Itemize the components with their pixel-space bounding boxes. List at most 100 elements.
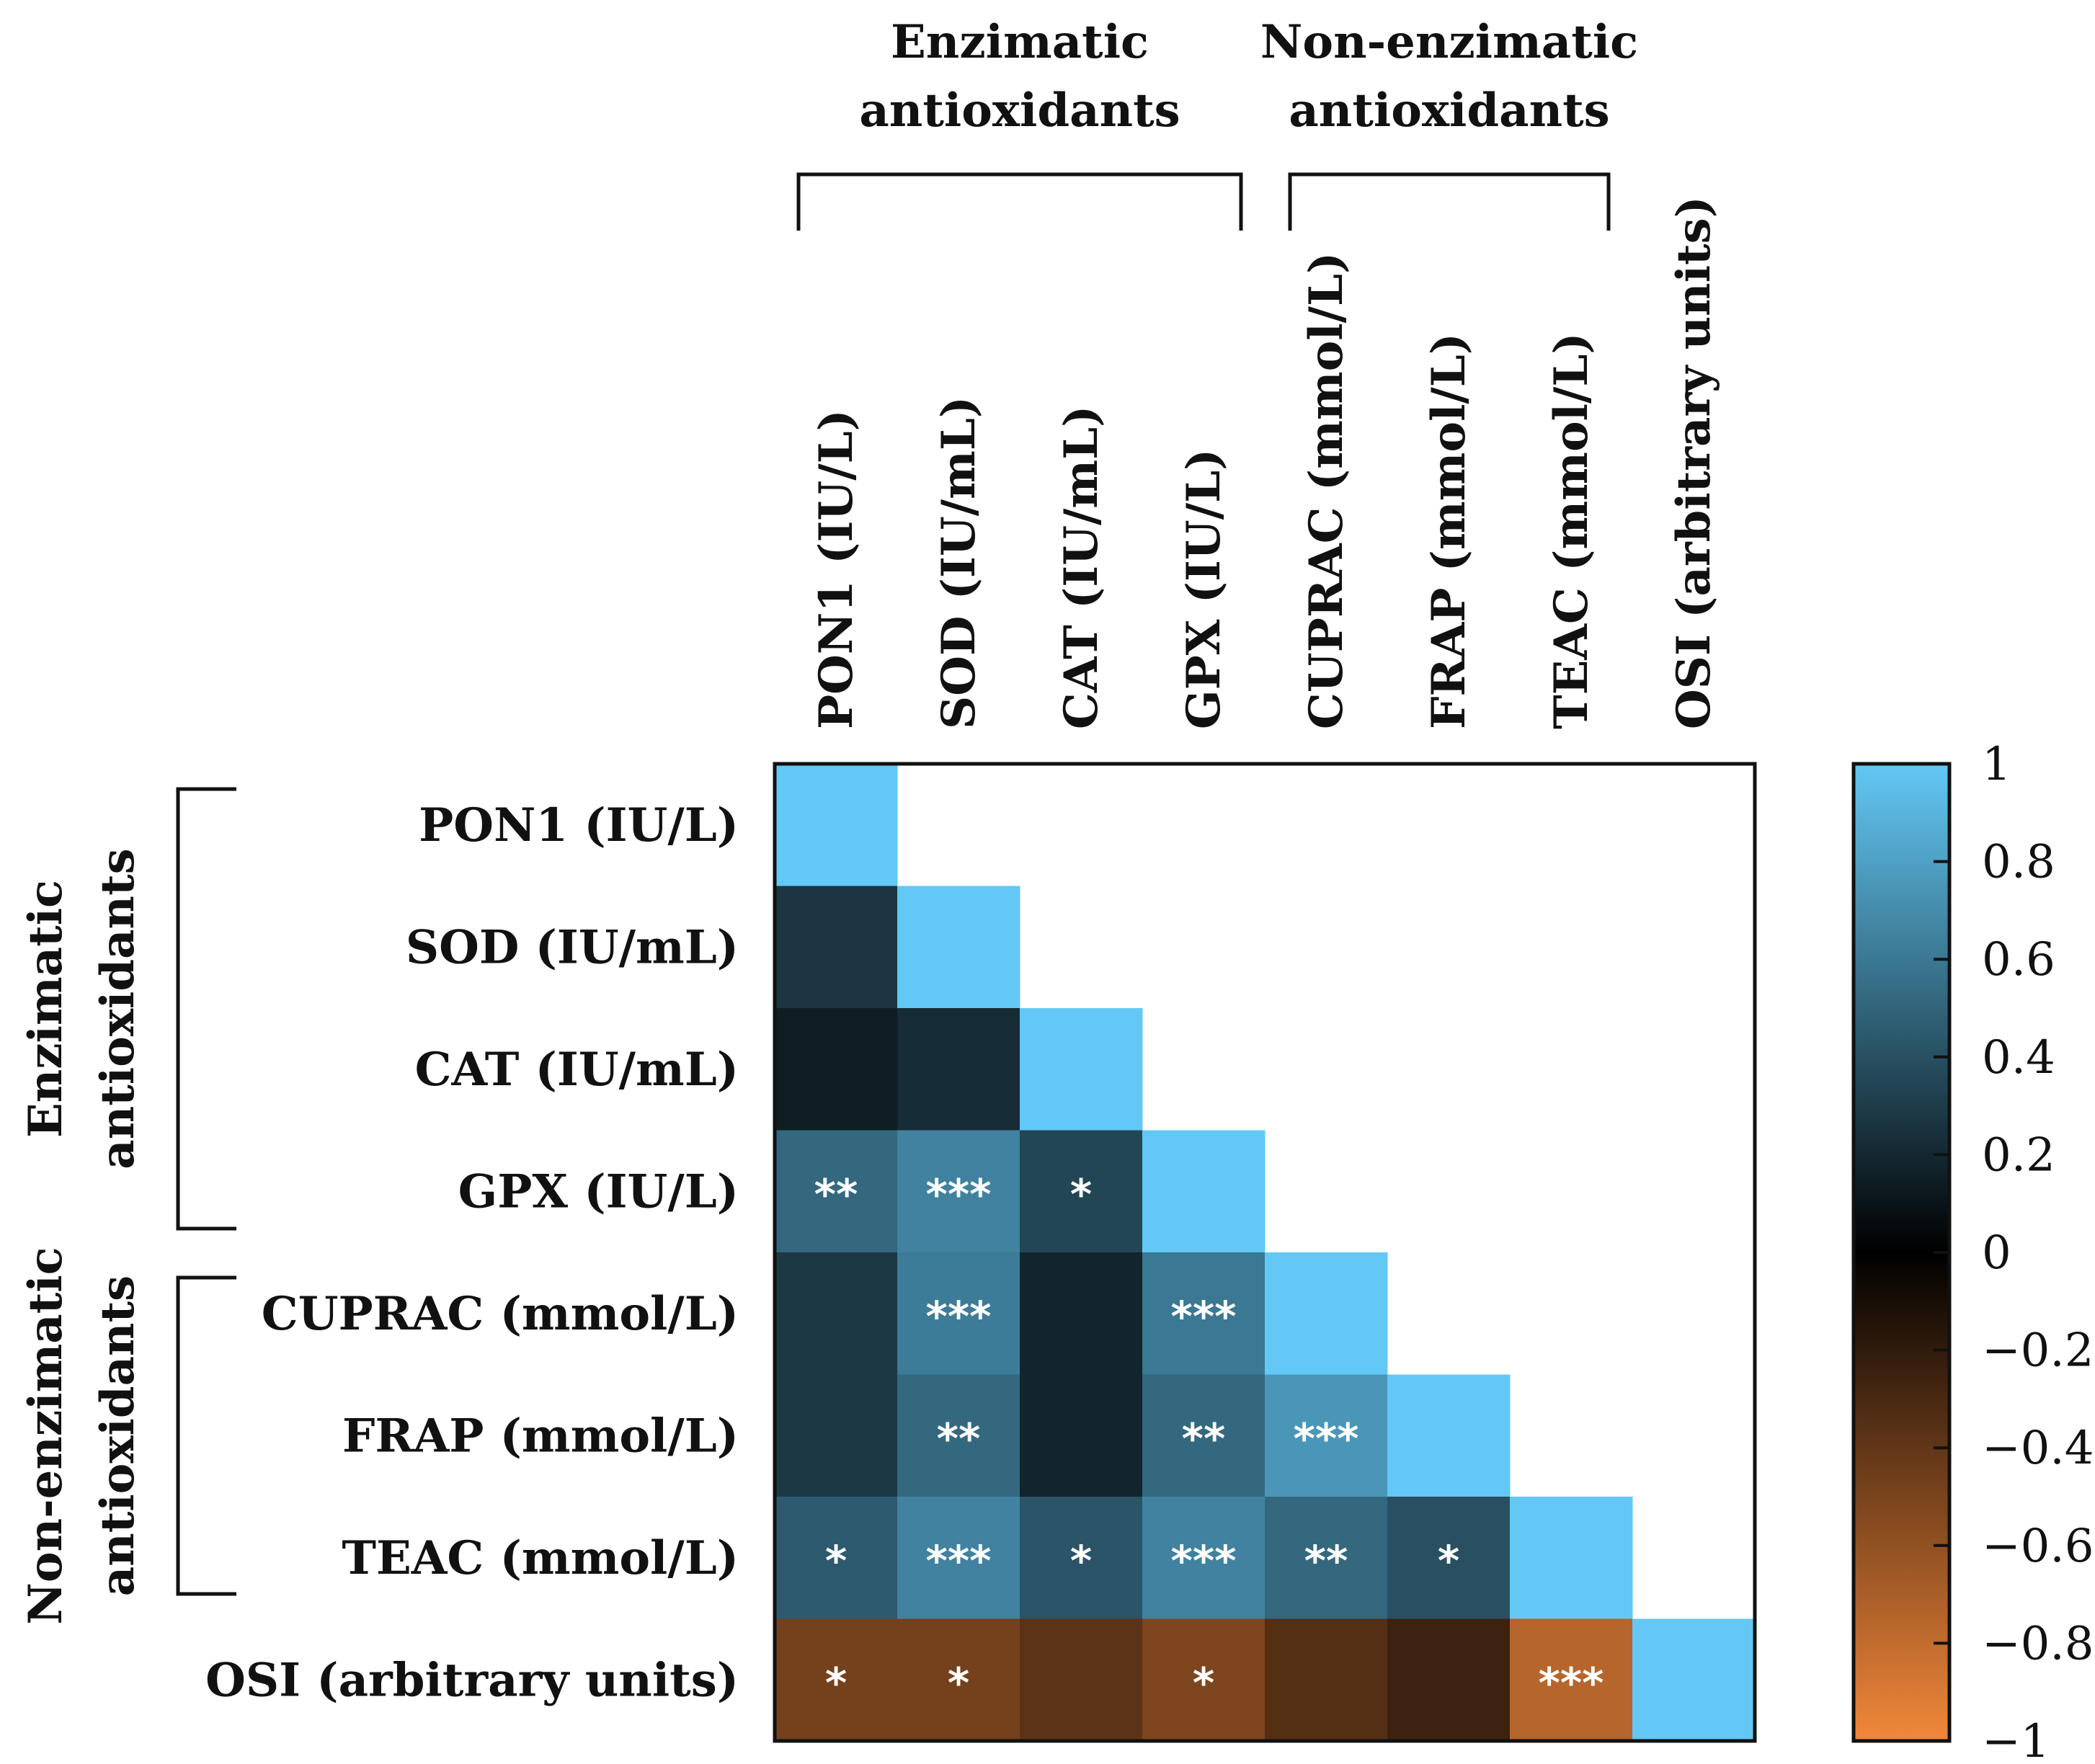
group-brackets: Enzimatic antioxidants Enzimatic antioxidan…	[19, 15, 1638, 1625]
row-label: OSI (arbitrary units)	[205, 1653, 739, 1707]
top-group-bracket	[1288, 172, 1611, 231]
left-group-label-line2: antioxidants	[91, 1275, 145, 1596]
colorbar: 1 0.8 0.6 0.4 0.2 0 −0.2 −0.4 −0.6 −0.8 −1	[1851, 738, 2094, 1764]
row-label: PON1 (IU/L)	[419, 798, 739, 852]
heatmap-cells	[775, 764, 1756, 1742]
heatmap-cell-6-3	[1142, 1497, 1266, 1619]
heatmap-cell-6-2	[1020, 1497, 1143, 1619]
colorbar-tick-label: −0.4	[1982, 1422, 2094, 1475]
significance-mark-7-1: *	[948, 1658, 969, 1707]
significance-mark-6-1: ***	[926, 1536, 992, 1585]
significance-mark-6-2: *	[1070, 1536, 1092, 1585]
colorbar-tick-label: −0.8	[1982, 1617, 2094, 1670]
heatmap-cell-0-0	[775, 764, 898, 886]
heatmap-cell-5-3	[1142, 1374, 1266, 1497]
colorbar-tick-label: −0.2	[1982, 1324, 2094, 1378]
significance-mark-3-2: *	[1070, 1170, 1092, 1219]
heatmap-cell-3-3	[1142, 1130, 1266, 1253]
heatmap-cell-6-1	[897, 1497, 1020, 1619]
heatmap-cell-5-1	[897, 1374, 1020, 1497]
row-label: SOD (IU/mL)	[406, 920, 739, 974]
heatmap-cell-1-1	[897, 886, 1020, 1009]
significance-mark-3-1: ***	[926, 1170, 992, 1219]
heatmap-cell-6-5	[1387, 1497, 1511, 1619]
heatmap-cell-7-7	[1632, 1618, 1756, 1742]
column-label: CUPRAC (mmol/L)	[1299, 252, 1353, 729]
colorbar-tick-label: 1	[1982, 738, 2011, 791]
heatmap-cell-2-0	[775, 1008, 898, 1131]
colorbar-tick-label: −0.6	[1982, 1520, 2094, 1573]
heatmap-cell-4-3	[1142, 1252, 1266, 1375]
top-group-label-line2: antioxidants	[859, 84, 1180, 138]
left-group-label-line1: Non-enzimatic	[19, 1247, 73, 1624]
heatmap-cell-7-1	[897, 1618, 1020, 1742]
heatmap-frame	[773, 762, 1757, 1743]
left-group-label-line2: antioxidants	[91, 848, 145, 1169]
colorbar-tick-label: 0.2	[1982, 1128, 2055, 1182]
significance-marks: ** *** **** ***** ** **** *** * *** ** ** * * ***	[814, 1170, 1604, 1707]
heatmap-cell-3-2	[1020, 1130, 1143, 1253]
left-group-label-line1: Enzimatic	[19, 880, 73, 1138]
significance-mark-5-4: ***	[1294, 1414, 1359, 1463]
significance-mark-6-0: *	[825, 1536, 847, 1585]
top-group-bracket	[796, 172, 1243, 231]
row-label: FRAP (mmol/L)	[342, 1409, 739, 1463]
colorbar-tick-label: 0.8	[1982, 836, 2055, 889]
heatmap-cell-4-2	[1020, 1252, 1143, 1375]
significance-mark-7-0: *	[825, 1658, 847, 1707]
heatmap-cell-4-0	[775, 1252, 898, 1375]
heatmap-cell-7-6	[1510, 1618, 1633, 1742]
column-label: CAT (IU/mL)	[1054, 406, 1108, 729]
colorbar-tick-label: −1	[1982, 1715, 2050, 1764]
row-label: CUPRAC (mmol/L)	[262, 1287, 739, 1341]
significance-mark-4-1: ***	[926, 1292, 992, 1341]
column-label: OSI (arbitrary units)	[1667, 196, 1721, 729]
heatmap-cell-5-2	[1020, 1374, 1143, 1497]
significance-mark-5-1: **	[937, 1414, 981, 1463]
heatmap-cell-3-0	[775, 1130, 898, 1253]
colorbar-tick-label: 0.6	[1982, 933, 2055, 986]
column-label: PON1 (IU/L)	[809, 409, 863, 729]
top-group-label-line2: antioxidants	[1289, 84, 1609, 138]
left-group-bracket	[176, 787, 236, 1231]
left-group-bracket	[176, 1275, 236, 1596]
heatmap-cell-7-4	[1265, 1618, 1388, 1742]
heatmap-cell-1-0	[775, 886, 898, 1009]
heatmap-cell-6-4	[1265, 1497, 1388, 1619]
heatmap-cell-4-4	[1265, 1252, 1388, 1375]
column-label: SOD (IU/mL)	[932, 396, 986, 729]
heatmap-cell-6-0	[775, 1497, 898, 1619]
significance-mark-6-5: *	[1438, 1536, 1459, 1585]
heatmap-cell-7-5	[1387, 1618, 1511, 1742]
top-group-label-line1: Non-enzimatic	[1260, 15, 1638, 69]
column-labels: PON1 (IU/L) SOD (IU/mL) CAT (IU/mL) GPX (IU…	[809, 196, 1721, 729]
row-label: TEAC (mmol/L)	[342, 1531, 739, 1585]
heatmap-cell-2-2	[1020, 1008, 1143, 1131]
colorbar-tick-label: 0	[1982, 1226, 2011, 1280]
column-label: GPX (IU/L)	[1177, 449, 1231, 729]
heatmap-cell-2-1	[897, 1008, 1020, 1131]
column-label: TEAC (mmol/L)	[1544, 332, 1598, 729]
significance-mark-4-3: ***	[1171, 1292, 1237, 1341]
row-labels: PON1 (IU/L) SOD (IU/mL) CAT (IU/mL) GPX (IU…	[205, 798, 739, 1708]
significance-mark-6-3: ***	[1171, 1536, 1237, 1585]
heatmap-cell-5-5	[1387, 1374, 1511, 1497]
heatmap-cell-5-0	[775, 1374, 898, 1497]
significance-mark-7-6: ***	[1539, 1658, 1604, 1707]
heatmap-cell-7-3	[1142, 1618, 1266, 1742]
heatmap-cell-3-1	[897, 1130, 1020, 1253]
significance-mark-5-3: **	[1182, 1414, 1226, 1463]
heatmap-cell-4-1	[897, 1252, 1020, 1375]
heatmap-cell-7-0	[775, 1618, 898, 1742]
heatmap-cell-6-6	[1510, 1497, 1633, 1619]
colorbar-tick-label: 0.4	[1982, 1031, 2055, 1084]
heatmap-cell-5-4	[1265, 1374, 1388, 1497]
top-group-label-line1: Enzimatic	[891, 15, 1149, 69]
significance-mark-3-0: **	[814, 1170, 858, 1219]
column-label: FRAP (mmol/L)	[1422, 333, 1476, 729]
significance-mark-7-3: *	[1193, 1658, 1214, 1707]
row-label: GPX (IU/L)	[458, 1164, 739, 1219]
significance-mark-6-4: **	[1304, 1536, 1348, 1585]
row-label: CAT (IU/mL)	[415, 1043, 739, 1097]
